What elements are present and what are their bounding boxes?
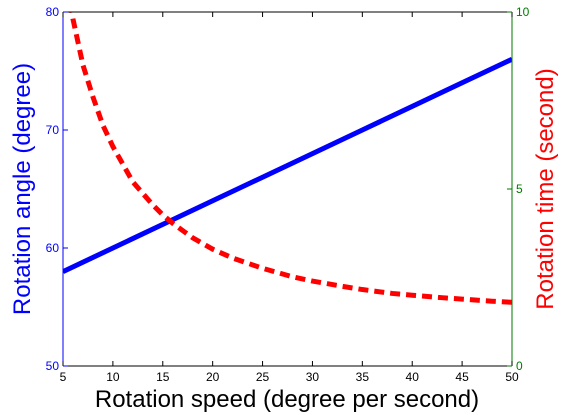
x-tick-label: 30 (306, 370, 320, 384)
x-tick-label: 20 (206, 370, 220, 384)
rotation-angle-series-line (63, 56, 512, 274)
x-axis-title: Rotation speed (degree per second) (95, 386, 479, 413)
right-y-tick-label: 0 (516, 359, 523, 373)
right-y-tick-label: 10 (516, 5, 530, 19)
x-tick-label: 15 (156, 370, 170, 384)
x-tick-label: 40 (406, 370, 420, 384)
x-tick-label: 10 (106, 370, 120, 384)
rotation-time-series-line (69, 12, 512, 305)
x-tick-label: 25 (256, 370, 270, 384)
x-tick-label: 50 (505, 370, 519, 384)
left-y-tick-label: 80 (46, 5, 60, 19)
x-tick-label: 45 (455, 370, 469, 384)
x-tick-label: 5 (60, 370, 67, 384)
left-y-tick-label: 50 (46, 359, 60, 373)
left-y-tick-label: 70 (46, 123, 60, 137)
left-y-axis-title: Rotation angle (degree) (9, 63, 36, 315)
x-tick-label: 35 (356, 370, 370, 384)
right-y-axis-title: Rotation time (second) (532, 68, 559, 309)
left-y-tick-label: 60 (46, 241, 60, 255)
right-y-tick-label: 5 (516, 182, 523, 196)
